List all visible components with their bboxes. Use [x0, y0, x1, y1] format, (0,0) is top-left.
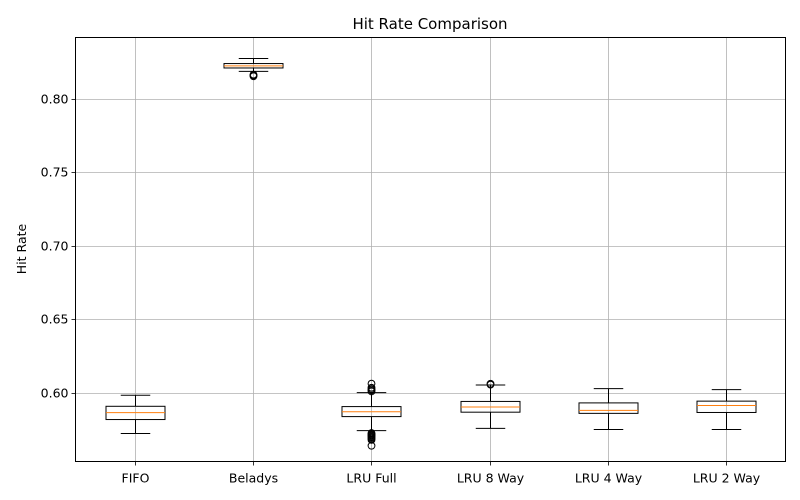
chart-title: Hit Rate Comparison — [352, 15, 507, 33]
outlier-point — [367, 379, 376, 388]
boxes-layer — [105, 58, 757, 450]
box-lru-4-way — [578, 388, 639, 431]
y-tick-label: 0.60 — [41, 386, 69, 401]
x-tick-label: LRU 8 Way — [457, 471, 525, 486]
box-lru-full — [341, 379, 402, 450]
outlier-point — [367, 435, 376, 444]
box-lru-2-way — [696, 389, 757, 431]
x-tick-label: Beladys — [229, 471, 278, 486]
x-tick-label: LRU Full — [346, 471, 396, 486]
outlier-point — [367, 383, 376, 392]
iqr-box — [578, 402, 639, 414]
y-tick-label: 0.65 — [41, 312, 69, 327]
y-axis-label: Hit Rate — [14, 223, 29, 274]
y-tick-label: 0.80 — [41, 92, 69, 107]
box-beladys — [223, 58, 284, 81]
x-tick-label: LRU 2 Way — [693, 471, 761, 486]
box-fifo — [105, 394, 166, 435]
y-tick-label: 0.70 — [41, 239, 69, 254]
x-tick-label: FIFO — [122, 471, 150, 486]
box-lru-8-way — [460, 379, 521, 429]
y-tick-label: 0.75 — [41, 165, 69, 180]
x-tick-label: LRU 4 Way — [575, 471, 643, 486]
iqr-box — [696, 400, 757, 413]
outlier-point — [249, 70, 258, 79]
outlier-point — [367, 441, 376, 450]
outlier-point — [486, 379, 495, 388]
tick-layer: 0.60 0.65 0.70 0.75 0.80 FIFO Beladys LRU Full L… — [41, 92, 761, 486]
plot-frame — [75, 37, 786, 462]
grid-lines — [75, 37, 786, 462]
